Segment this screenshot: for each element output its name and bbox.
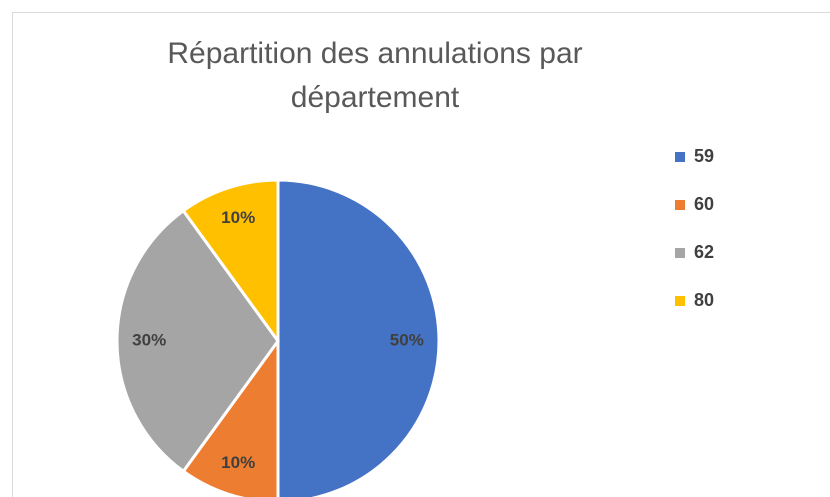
chart-title: Répartition des annulations par départeme… — [167, 37, 582, 114]
pie-slice — [181, 178, 280, 346]
legend-swatch — [675, 152, 685, 162]
data-label: 30% — [132, 330, 166, 349]
pie-slice — [115, 208, 280, 474]
data-label: 10% — [221, 208, 255, 227]
legend-swatch — [675, 296, 685, 306]
legend-label: 62 — [694, 242, 714, 262]
data-label: 50% — [390, 330, 424, 349]
legend-label: 80 — [694, 290, 714, 310]
data-label: 10% — [221, 453, 255, 472]
legend-swatch — [675, 200, 685, 210]
legend-swatch — [675, 248, 685, 258]
legend-label: 60 — [694, 194, 714, 214]
pie-slice — [276, 178, 441, 497]
pie-slice — [181, 336, 280, 497]
legend-label: 59 — [694, 146, 714, 166]
